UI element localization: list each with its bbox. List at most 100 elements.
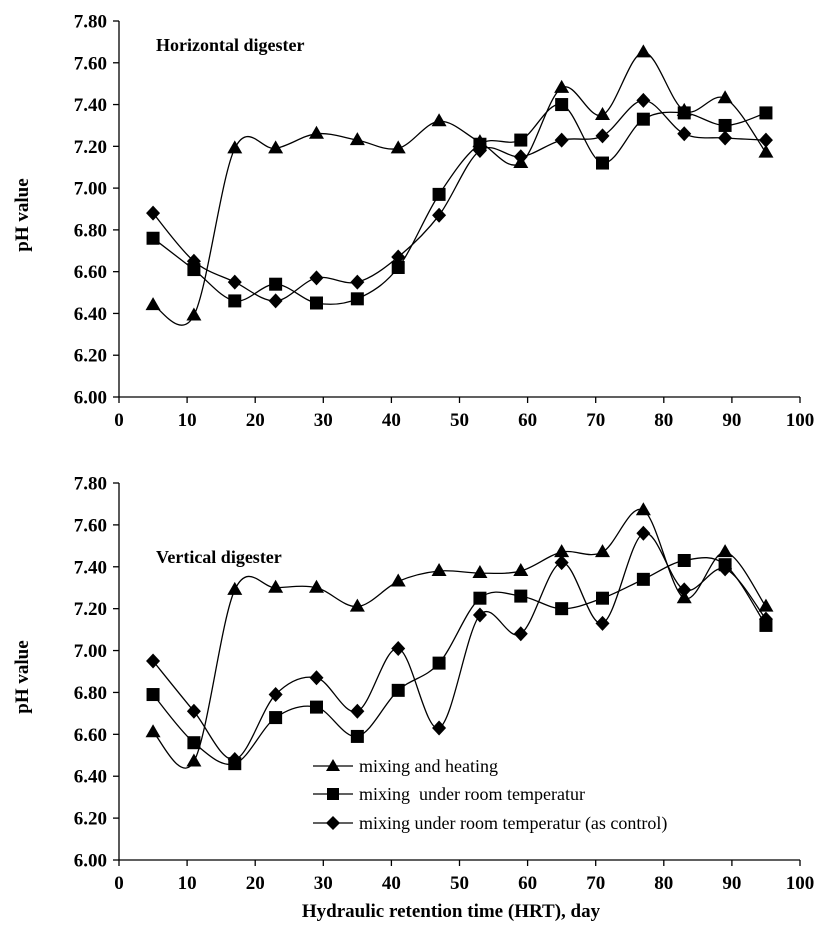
y-tick-label: 6.60	[74, 725, 107, 746]
diamond-marker	[636, 525, 651, 541]
diamond-marker	[186, 253, 201, 269]
legend-label: mixing under room temperatur	[359, 784, 585, 804]
legend-entry: mixing under room temperatur (as control…	[313, 813, 667, 834]
triangle-marker	[595, 544, 611, 558]
triangle-marker-icon	[326, 759, 340, 771]
square-marker	[596, 156, 610, 170]
square-marker-icon	[327, 788, 339, 800]
square-marker	[432, 656, 446, 670]
x-tick-label: 70	[586, 873, 605, 894]
diamond-marker	[227, 751, 242, 767]
square-marker	[473, 591, 487, 605]
y-tick-label: 6.00	[74, 388, 107, 409]
x-tick-label: 90	[722, 410, 741, 431]
diamond-marker	[472, 607, 487, 623]
y-tick-label: 7.00	[74, 641, 107, 662]
square-marker	[146, 231, 160, 245]
square-marker	[391, 260, 405, 274]
x-tick-label: 80	[654, 873, 673, 894]
y-tick-label: 7.20	[74, 599, 107, 620]
diamond-marker	[636, 92, 651, 108]
triangle-marker	[349, 598, 365, 612]
square-marker	[555, 98, 569, 112]
triangle-marker	[145, 724, 161, 738]
x-tick-label: 60	[518, 873, 537, 894]
diamond-marker	[595, 615, 610, 631]
diamond-marker	[513, 626, 528, 642]
triangle-marker	[717, 90, 733, 104]
diamond-marker	[432, 207, 447, 223]
x-tick-label: 40	[382, 410, 401, 431]
square-marker	[391, 683, 405, 697]
legend-label: mixing and heating	[359, 756, 498, 776]
triangle-marker	[186, 307, 202, 321]
x-tick-label: 60	[518, 410, 537, 431]
y-tick-label: 6.80	[74, 220, 107, 241]
square-marker	[432, 187, 446, 201]
diamond-marker	[513, 149, 528, 165]
triangle-marker	[227, 581, 243, 595]
legend: mixing and heating mixing under room tem…	[313, 756, 667, 834]
x-tick-label: 50	[450, 873, 469, 894]
y-tick-label: 6.80	[74, 683, 107, 704]
x-axis-title: Hydraulic retention time (HRT), day	[302, 901, 601, 922]
triangle-marker	[145, 297, 161, 311]
square-marker	[309, 700, 323, 714]
diamond-marker	[350, 703, 365, 719]
diamond-marker	[677, 126, 692, 142]
triangle-marker	[431, 562, 447, 576]
diamond-marker	[554, 555, 569, 571]
series-line	[152, 51, 767, 326]
x-tick-label: 100	[786, 873, 815, 894]
y-axis-title: pH value	[12, 640, 33, 713]
diamond-marker	[472, 143, 487, 159]
y-tick-label: 6.20	[74, 346, 107, 367]
triangle-marker	[308, 125, 324, 139]
y-tick-label: 6.60	[74, 262, 107, 283]
triangle-marker	[554, 79, 570, 93]
triangle-marker	[635, 44, 651, 58]
diamond-marker	[391, 640, 406, 656]
diamond-marker	[758, 611, 773, 627]
square-marker	[309, 296, 323, 310]
series-triangle	[145, 502, 774, 769]
legend-entry: mixing and heating	[313, 756, 498, 776]
triangle-marker	[758, 144, 774, 158]
triangle-marker	[554, 544, 570, 558]
square-marker	[187, 736, 201, 750]
x-tick-label: 70	[586, 410, 605, 431]
square-marker	[759, 106, 773, 120]
diamond-marker	[391, 249, 406, 265]
x-tick-label: 30	[314, 873, 333, 894]
y-tick-label: 7.40	[74, 557, 107, 578]
square-marker	[187, 263, 201, 277]
triangle-marker	[431, 113, 447, 127]
square-marker	[269, 711, 283, 725]
square-marker	[718, 118, 732, 132]
diamond-marker	[432, 720, 447, 736]
triangle-marker	[186, 753, 202, 767]
diamond-marker	[677, 582, 692, 598]
x-tick-label: 90	[722, 873, 741, 894]
square-marker	[350, 292, 364, 306]
triangle-marker	[268, 579, 284, 593]
diamond-marker	[595, 128, 610, 144]
diamond-marker-icon	[326, 816, 340, 830]
x-tick-label: 0	[114, 873, 124, 894]
horizontal-digester-chart: Horizontal digester pH value 0 10 20 30 40 50…	[12, 12, 814, 432]
legend-entry: mixing under room temperatur	[313, 784, 585, 804]
x-tick-label: 50	[450, 410, 469, 431]
y-tick-label: 7.60	[74, 53, 107, 74]
square-marker	[514, 133, 528, 147]
square-marker	[228, 294, 242, 308]
square-marker	[514, 589, 528, 603]
y-tick-label: 7.20	[74, 137, 107, 158]
x-tick-label: 10	[178, 410, 197, 431]
panel-title: Vertical digester	[156, 547, 282, 567]
triangle-marker	[717, 544, 733, 558]
series-diamond	[146, 525, 773, 767]
x-tick-label: 0	[114, 410, 124, 431]
diamond-marker	[146, 205, 161, 221]
x-tick-label: 20	[246, 873, 265, 894]
legend-label: mixing under room temperatur (as control…	[359, 813, 667, 834]
